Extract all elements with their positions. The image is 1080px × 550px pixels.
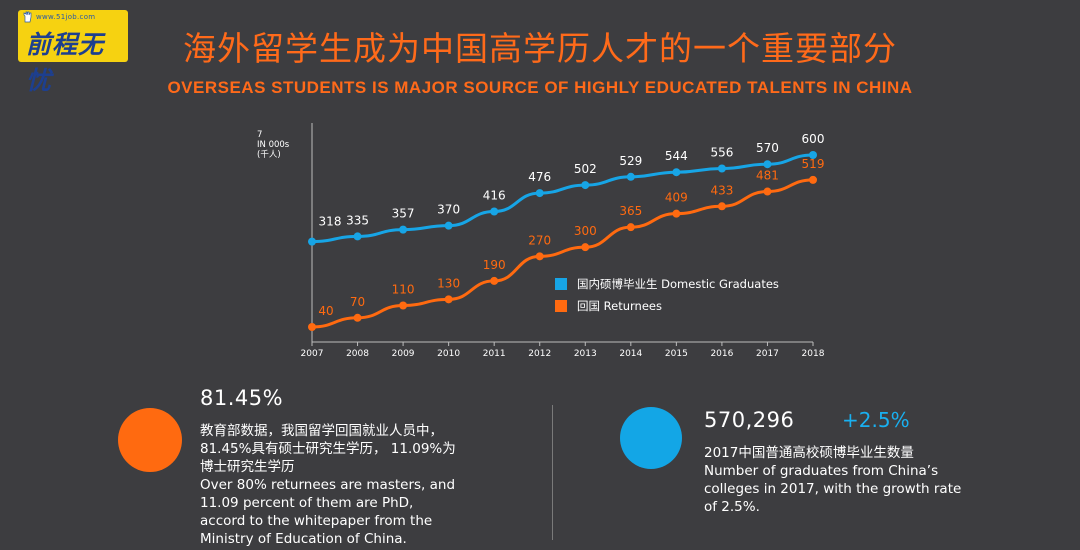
hand-icon — [23, 11, 32, 23]
data-label: 502 — [574, 162, 597, 176]
desc-line: 81.45%具有硕士研究生学历， 11.09%为 — [200, 441, 456, 457]
data-label: 357 — [392, 207, 415, 221]
data-label: 409 — [665, 191, 688, 205]
x-tick-label: 2012 — [528, 349, 551, 359]
desc-line: 2017中国普通高校硕博毕业生数量 — [704, 445, 914, 461]
x-tick-label: 2007 — [301, 349, 324, 359]
y-axis-label: (千人) — [257, 149, 281, 160]
data-label: 556 — [710, 146, 733, 160]
logo-text: 前程无忧 — [26, 30, 105, 95]
data-point — [399, 301, 408, 310]
stat-description-returnees: 教育部数据，我国留学回国就业人员中， 81.45%具有硕士研究生学历， 11.0… — [200, 422, 500, 548]
x-tick-label: 2011 — [483, 349, 506, 359]
data-label: 300 — [574, 224, 597, 238]
x-tick-label: 2017 — [756, 349, 779, 359]
data-point — [308, 323, 316, 331]
data-point — [763, 187, 772, 196]
data-label: 476 — [528, 170, 551, 184]
data-point — [672, 168, 681, 177]
page-title: 海外留学生成为中国高学历人才的一个重要部分 — [183, 29, 897, 68]
data-label: 529 — [619, 154, 642, 168]
data-label: 544 — [665, 149, 688, 163]
legend-label: 国内硕博毕业生 Domestic Graduates — [577, 277, 779, 291]
data-label: 370 — [437, 203, 460, 217]
logo: www.51job.com 前程无忧 — [18, 10, 128, 95]
series-line-0 — [311, 153, 814, 244]
divider — [552, 405, 553, 540]
data-point — [626, 223, 635, 232]
stat-value-returnees: 81.45% — [200, 386, 284, 410]
data-point — [490, 276, 499, 285]
desc-line: Over 80% returnees are masters, and — [200, 477, 456, 493]
data-point — [672, 209, 681, 218]
data-label: 130 — [437, 276, 460, 290]
data-point — [490, 207, 499, 216]
legend-swatch — [555, 300, 567, 312]
stat-value-graduates: 570,296 — [704, 408, 795, 432]
desc-line: 博士研究生学历 — [200, 459, 295, 475]
desc-line: colleges in 2017, with the growth rate — [704, 481, 962, 497]
data-label: 190 — [483, 258, 506, 272]
x-tick-label: 2016 — [710, 349, 733, 359]
data-label: 433 — [710, 183, 733, 197]
data-point — [353, 232, 362, 241]
data-label: 481 — [756, 169, 779, 183]
data-point — [535, 252, 544, 261]
desc-line: of 2.5%. — [704, 499, 760, 515]
data-point — [809, 175, 817, 184]
y-axis-label: 7 — [257, 130, 262, 140]
stat-circle-blue — [620, 407, 682, 469]
logo-url: www.51job.com — [36, 13, 96, 21]
data-point — [809, 151, 817, 159]
stat-circle-orange — [118, 408, 182, 472]
data-label: 570 — [756, 141, 779, 155]
desc-line: 教育部数据，我国留学回国就业人员中， — [200, 423, 443, 439]
desc-line: Number of graduates from China’s — [704, 463, 939, 479]
legend-label: 回国 Returnees — [577, 299, 662, 313]
data-label: 416 — [483, 189, 506, 203]
data-point — [353, 313, 362, 322]
data-label: 365 — [619, 204, 642, 218]
page-subtitle: OVERSEAS STUDENTS IS MAJOR SOURCE OF HIG… — [167, 78, 913, 97]
x-tick-label: 2009 — [392, 349, 415, 359]
data-point — [717, 164, 726, 173]
x-tick-label: 2015 — [665, 349, 688, 359]
data-point — [581, 243, 590, 252]
data-label: 600 — [802, 132, 825, 146]
desc-line: 11.09 percent of them are PhD, — [200, 495, 414, 511]
data-point — [581, 181, 590, 190]
legend-swatch — [555, 278, 567, 290]
x-tick-label: 2008 — [346, 349, 369, 359]
data-point — [535, 189, 544, 198]
data-point — [308, 237, 316, 246]
stat-description-graduates: 2017中国普通高校硕博毕业生数量 Number of graduates fr… — [704, 444, 984, 516]
stat-growth: +2.5% — [842, 408, 910, 432]
data-label: 519 — [802, 157, 825, 171]
x-tick-label: 2013 — [574, 349, 597, 359]
x-tick-label: 2018 — [802, 349, 825, 359]
line-chart: 7IN 000s(千人) 2007 2008 2009 2010 2011 2012 2013… — [257, 123, 825, 359]
data-point — [444, 295, 453, 304]
y-axis-label: IN 000s — [257, 140, 290, 150]
data-label: 110 — [392, 283, 415, 297]
data-label: 70 — [350, 295, 365, 309]
x-tick-label: 2014 — [619, 349, 642, 359]
data-point — [444, 221, 453, 230]
data-label: 335 — [346, 213, 369, 227]
x-tick-label: 2010 — [437, 349, 460, 359]
data-point — [399, 225, 408, 234]
data-point — [717, 202, 726, 211]
data-label: 318 — [319, 215, 342, 229]
data-point — [763, 160, 772, 169]
data-point — [626, 172, 635, 181]
desc-line: Ministry of Education of China. — [200, 531, 407, 547]
data-label: 40 — [318, 304, 333, 318]
desc-line: accord to the whitepaper from the — [200, 513, 433, 529]
data-label: 270 — [528, 233, 551, 247]
